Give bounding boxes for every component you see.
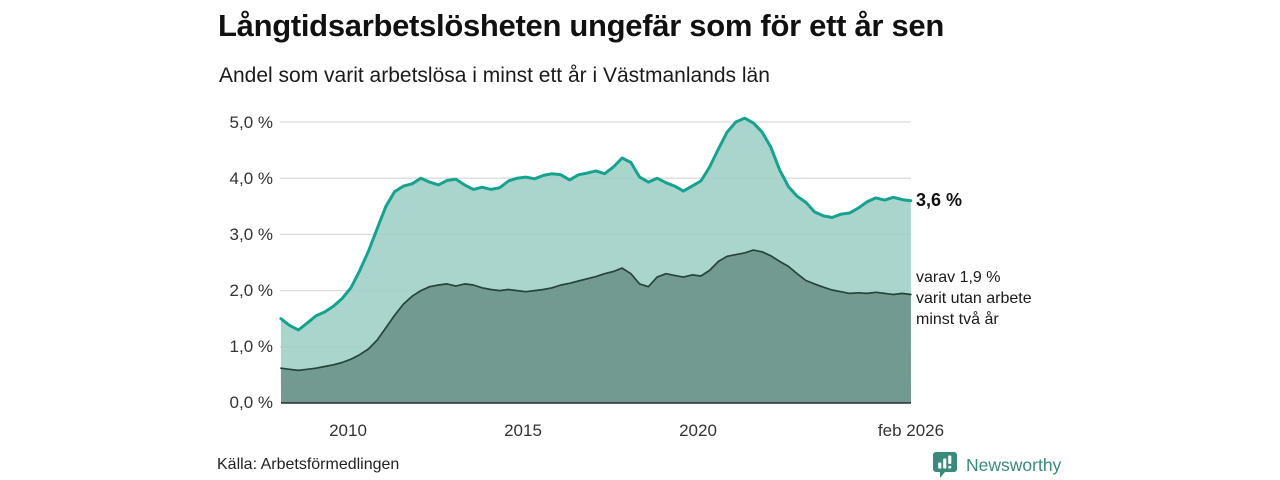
y-axis-tick-label: 0,0 % (229, 393, 273, 412)
chart-subtitle: Andel som varit arbetslösa i minst ett å… (219, 64, 770, 87)
y-axis-tick-label: 3,0 % (229, 225, 273, 244)
y-axis-tick-label: 2,0 % (229, 281, 273, 300)
newsworthy-logo-icon (933, 451, 958, 479)
newsworthy-brand-link[interactable]: Newsworthy (933, 451, 1061, 479)
x-axis-tick-label: 2010 (329, 421, 367, 440)
page-title: Långtidsarbetslösheten ungefär som för e… (218, 8, 945, 43)
source-credit: Källa: Arbetsförmedlingen (217, 456, 400, 473)
x-axis-tick-label: feb 2026 (877, 421, 945, 440)
y-axis-tick-label: 5,0 % (229, 113, 273, 132)
newsworthy-wordmark: Newsworthy (966, 454, 1062, 475)
x-axis-tick-label: 2020 (679, 421, 717, 440)
series-end-label-total: 3,6 % (916, 190, 963, 210)
annotation-line: varav 1,9 % (916, 269, 1001, 286)
y-axis-tick-label: 1,0 % (229, 337, 273, 356)
x-axis-tick-label: 2015 (504, 421, 542, 440)
annotation-line: minst två år (916, 311, 999, 328)
annotation-line: varit utan arbete (916, 290, 1032, 307)
series-end-label-two-year: varav 1,9 % varit utan arbete minst två … (916, 267, 1032, 330)
y-axis-tick-label: 4,0 % (229, 169, 273, 188)
